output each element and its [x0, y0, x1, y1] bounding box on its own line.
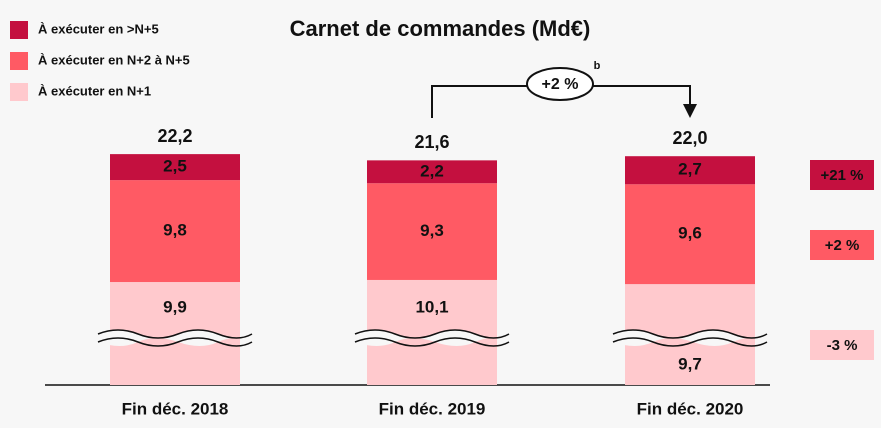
- change-bubble: [526, 67, 594, 101]
- segment-label: 2,5: [163, 157, 187, 176]
- growth-label: +21 %: [821, 167, 864, 184]
- legend-label: À exécuter en N+2 à N+5: [38, 52, 190, 67]
- legend-swatch: [10, 52, 28, 70]
- change-label: +2 %: [542, 76, 579, 93]
- chart-title: Carnet de commandes (Md€): [290, 16, 591, 41]
- axis-break: [354, 337, 510, 347]
- bar-segment: [367, 160, 497, 184]
- growth-label: +2 %: [825, 237, 860, 254]
- growth-box: [810, 330, 874, 360]
- segment-label: 2,7: [678, 160, 702, 179]
- arrow-head: [683, 104, 697, 118]
- legend-label: À exécuter en >N+5: [38, 21, 159, 36]
- segment-label: 9,8: [163, 221, 187, 240]
- legend-swatch: [10, 83, 28, 101]
- segment-label: 2,2: [420, 161, 444, 180]
- axis-break: [97, 329, 253, 339]
- total-label: 21,6: [414, 132, 449, 152]
- total-label: 22,2: [157, 126, 192, 146]
- bar-segment: [367, 183, 497, 280]
- bar-segment: [625, 156, 755, 185]
- segment-label: 9,7: [678, 354, 702, 373]
- segment-label: 9,9: [163, 297, 187, 316]
- bar-segment: [110, 154, 240, 181]
- bar-segment: [110, 180, 240, 283]
- axis-break: [612, 337, 768, 347]
- x-tick-label: Fin déc. 2020: [637, 399, 744, 418]
- segment-label: 9,3: [420, 221, 444, 240]
- x-tick-label: Fin déc. 2018: [122, 399, 229, 418]
- x-tick-label: Fin déc. 2019: [379, 399, 486, 418]
- change-note: b: [594, 60, 601, 72]
- segment-label: 10,1: [415, 297, 448, 316]
- axis-break: [354, 329, 510, 339]
- growth-label: -3 %: [827, 337, 858, 354]
- change-arrow: [431, 85, 691, 118]
- axis-break: [97, 337, 253, 347]
- bar-segment: [625, 184, 755, 285]
- legend-swatch: [10, 21, 28, 39]
- legend-label: À exécuter en N+1: [38, 83, 151, 98]
- growth-box: [810, 160, 874, 190]
- axis-break: [612, 329, 768, 339]
- total-label: 22,0: [672, 128, 707, 148]
- growth-box: [810, 230, 874, 260]
- segment-label: 9,6: [678, 224, 702, 243]
